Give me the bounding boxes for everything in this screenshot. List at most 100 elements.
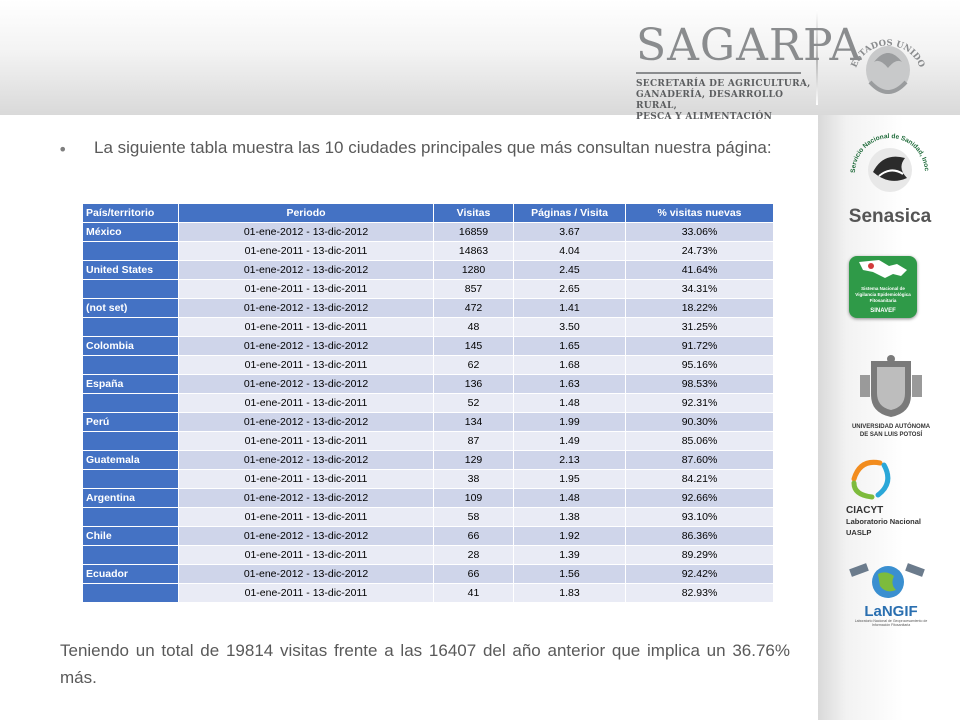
- cell-pages-per-visit: 1.63: [513, 374, 626, 394]
- cell-visits: 66: [433, 526, 514, 546]
- cell-country: (not set): [82, 298, 179, 318]
- sagarpa-name: SAGARPA: [636, 20, 863, 71]
- cell-period: 01-ene-2011 - 13-dic-2011: [178, 469, 434, 489]
- cell-visits: 58: [433, 507, 514, 527]
- cell-new-visits: 85.06%: [625, 431, 774, 451]
- cell-pages-per-visit: 1.83: [513, 583, 626, 603]
- ciacyt-line-2: Laboratorio Nacional: [846, 517, 922, 526]
- cell-pages-per-visit: 1.41: [513, 298, 626, 318]
- cell-country: [82, 355, 179, 375]
- cell-visits: 87: [433, 431, 514, 451]
- cell-period: 01-ene-2012 - 13-dic-2012: [178, 526, 434, 546]
- langif-name: LaNGIF: [864, 603, 918, 620]
- cell-country: Ecuador: [82, 564, 179, 584]
- cell-country: [82, 545, 179, 565]
- header-divider: [816, 10, 818, 105]
- cell-new-visits: 92.42%: [625, 564, 774, 584]
- uaslp-shield-icon: [860, 355, 922, 417]
- cell-pages-per-visit: 1.65: [513, 336, 626, 356]
- cell-new-visits: 92.31%: [625, 393, 774, 413]
- header-period: Periodo: [178, 203, 434, 223]
- sinavef-logo: Sistema Nacional de Vigilancia Epidemiol…: [849, 256, 917, 318]
- cell-country: [82, 241, 179, 261]
- cell-pages-per-visit: 1.95: [513, 469, 626, 489]
- cell-visits: 28: [433, 545, 514, 565]
- cell-period: 01-ene-2011 - 13-dic-2011: [178, 317, 434, 337]
- table-row: (not set) 01-ene-2012 - 13-dic-2012 472 1.4…: [82, 298, 774, 318]
- cell-pages-per-visit: 1.99: [513, 412, 626, 432]
- table-row: 01-ene-2011 - 13-dic-2011 28 1.39 89.29%: [82, 545, 774, 565]
- table-row: Perú 01-ene-2012 - 13-dic-2012 134 1.99 90.3…: [82, 412, 774, 432]
- table-row: Ecuador 01-ene-2012 - 13-dic-2012 66 1.56 92…: [82, 564, 774, 584]
- cell-visits: 134: [433, 412, 514, 432]
- cell-pages-per-visit: 1.48: [513, 393, 626, 413]
- sagarpa-rule: [636, 72, 801, 74]
- cell-new-visits: 31.25%: [625, 317, 774, 337]
- cell-period: 01-ene-2012 - 13-dic-2012: [178, 564, 434, 584]
- uaslp-line-2: DE SAN LUIS POTOSÍ: [859, 432, 923, 438]
- cell-country: [82, 583, 179, 603]
- table-row: 01-ene-2011 - 13-dic-2011 41 1.83 82.93%: [82, 583, 774, 603]
- cell-country: Argentina: [82, 488, 179, 508]
- cell-visits: 38: [433, 469, 514, 489]
- table-row: 01-ene-2011 - 13-dic-2011 62 1.68 95.16%: [82, 355, 774, 375]
- cell-new-visits: 18.22%: [625, 298, 774, 318]
- cell-country: [82, 431, 179, 451]
- cell-period: 01-ene-2011 - 13-dic-2011: [178, 583, 434, 603]
- cell-period: 01-ene-2011 - 13-dic-2011: [178, 355, 434, 375]
- table-row: United States 01-ene-2012 - 13-dic-2012 12…: [82, 260, 774, 280]
- cell-country: United States: [82, 260, 179, 280]
- cell-period: 01-ene-2012 - 13-dic-2012: [178, 488, 434, 508]
- cell-new-visits: 91.72%: [625, 336, 774, 356]
- mexico-seal-icon: ESTADOS UNIDOS MEXICANOS: [833, 3, 938, 110]
- sagarpa-logo: SAGARPA SECRETARÍA DE AGRICULTURA, GANAD…: [636, 20, 863, 122]
- cell-new-visits: 33.06%: [625, 222, 774, 242]
- cell-new-visits: 95.16%: [625, 355, 774, 375]
- cell-visits: 129: [433, 450, 514, 470]
- cell-country: Chile: [82, 526, 179, 546]
- cell-period: 01-ene-2011 - 13-dic-2011: [178, 279, 434, 299]
- visits-table: País/territorio Periodo Visitas Páginas …: [82, 203, 774, 603]
- cell-pages-per-visit: 2.13: [513, 450, 626, 470]
- cell-pages-per-visit: 1.48: [513, 488, 626, 508]
- table-row: España 01-ene-2012 - 13-dic-2012 136 1.63 98…: [82, 374, 774, 394]
- cell-period: 01-ene-2012 - 13-dic-2012: [178, 450, 434, 470]
- ciacyt-line-3: UASLP: [846, 528, 872, 537]
- cell-new-visits: 89.29%: [625, 545, 774, 565]
- cell-new-visits: 98.53%: [625, 374, 774, 394]
- cell-period: 01-ene-2011 - 13-dic-2011: [178, 431, 434, 451]
- sagarpa-sub-2: GANADERÍA, DESARROLLO RURAL,: [636, 90, 784, 111]
- ciacyt-name: CIACYT: [846, 505, 884, 516]
- table-row: Argentina 01-ene-2012 - 13-dic-2012 109 1.4…: [82, 488, 774, 508]
- cell-new-visits: 86.36%: [625, 526, 774, 546]
- cell-country: [82, 279, 179, 299]
- uaslp-line-1: UNIVERSIDAD AUTÓNOMA: [851, 424, 931, 430]
- senasica-logo: Servicio Nacional de Sanidad, Inocuidad …: [842, 123, 935, 228]
- cell-new-visits: 92.66%: [625, 488, 774, 508]
- cell-pages-per-visit: 3.67: [513, 222, 626, 242]
- cell-new-visits: 87.60%: [625, 450, 774, 470]
- cell-period: 01-ene-2012 - 13-dic-2012: [178, 412, 434, 432]
- cell-pages-per-visit: 1.49: [513, 431, 626, 451]
- table-row: 01-ene-2011 - 13-dic-2011 52 1.48 92.31%: [82, 393, 774, 413]
- cell-period: 01-ene-2012 - 13-dic-2012: [178, 222, 434, 242]
- table-row: 01-ene-2011 - 13-dic-2011 58 1.38 93.10%: [82, 507, 774, 527]
- cell-country: Guatemala: [82, 450, 179, 470]
- header-visits: Visitas: [433, 203, 514, 223]
- sinavef-name: SINAVEF: [870, 308, 896, 314]
- header-new-visits: % visitas nuevas: [625, 203, 774, 223]
- cell-pages-per-visit: 1.68: [513, 355, 626, 375]
- cell-visits: 472: [433, 298, 514, 318]
- senasica-name: Senasica: [848, 206, 932, 227]
- header-country: País/territorio: [82, 203, 179, 223]
- table-row: 01-ene-2011 - 13-dic-2011 48 3.50 31.25%: [82, 317, 774, 337]
- cell-visits: 41: [433, 583, 514, 603]
- uaslp-logo: UNIVERSIDAD AUTÓNOMA DE SAN LUIS POTOSÍ: [846, 355, 936, 450]
- cell-pages-per-visit: 2.45: [513, 260, 626, 280]
- header-band: [0, 0, 960, 115]
- mexico-map-icon: [859, 260, 907, 278]
- cell-visits: 14863: [433, 241, 514, 261]
- cell-visits: 857: [433, 279, 514, 299]
- intro-text: La siguiente tabla muestra las 10 ciudad…: [94, 138, 772, 157]
- cell-period: 01-ene-2012 - 13-dic-2012: [178, 336, 434, 356]
